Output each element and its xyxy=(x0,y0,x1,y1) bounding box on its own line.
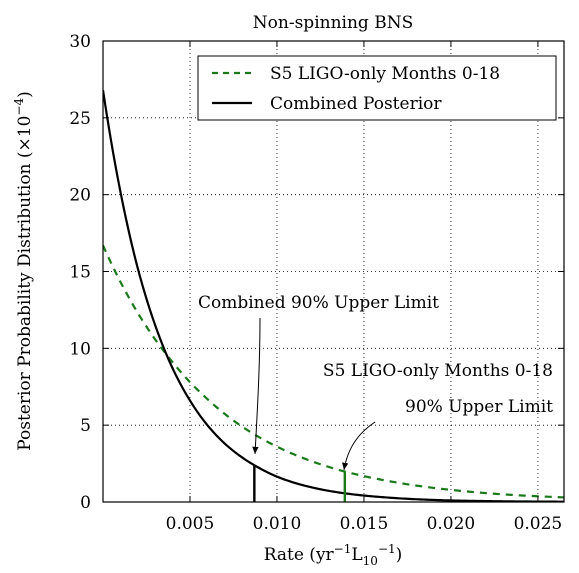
annotations: Combined 90% Upper Limit S5 LIGO-only Mo… xyxy=(198,293,553,471)
annotation-s5-limit-line1: S5 LIGO-only Months 0-18 xyxy=(323,361,553,381)
series-curves xyxy=(103,90,564,502)
series-line-0 xyxy=(103,244,564,499)
annotation-s5-limit-line2: 90% Upper Limit xyxy=(405,397,553,417)
legend: S5 LIGO-only Months 0-18 Combined Poster… xyxy=(197,55,557,121)
annotation-combined-limit: Combined 90% Upper Limit xyxy=(198,293,439,313)
y-tick-label-6: 30 xyxy=(69,32,91,52)
x-tick-label-3: 0.020 xyxy=(427,514,476,534)
x-tick-label-4: 0.025 xyxy=(514,514,563,534)
axis-ticks: 0.005 0.010 0.015 0.020 0.025 0 5 10 15 20 25 30 xyxy=(69,32,564,534)
x-tick-label-0: 0.005 xyxy=(166,514,215,534)
chart-title: Non-spinning BNS xyxy=(253,13,413,33)
y-tick-label-5: 25 xyxy=(69,109,91,129)
y-tick-label-0: 0 xyxy=(80,493,91,513)
y-tick-label-2: 10 xyxy=(69,339,91,359)
annotation-arrow-combined xyxy=(252,317,261,455)
y-tick-label-4: 20 xyxy=(69,186,91,206)
y-tick-label-3: 15 xyxy=(69,263,91,283)
legend-box xyxy=(197,55,557,121)
series-line-1 xyxy=(103,90,564,502)
x-tick-label-1: 0.010 xyxy=(253,514,302,534)
legend-label-combined: Combined Posterior xyxy=(270,94,442,114)
y-axis-title: Posterior Probability Distribution (×10−… xyxy=(12,91,35,451)
x-tick-label-2: 0.015 xyxy=(340,514,389,534)
y-tick-label-1: 5 xyxy=(80,416,91,436)
legend-label-s5: S5 LIGO-only Months 0-18 xyxy=(270,64,500,84)
annotation-arrow-s5 xyxy=(342,421,376,471)
x-axis-title: Rate (yr−1L10−1) xyxy=(264,542,403,568)
upper-limit-markers xyxy=(253,465,347,502)
